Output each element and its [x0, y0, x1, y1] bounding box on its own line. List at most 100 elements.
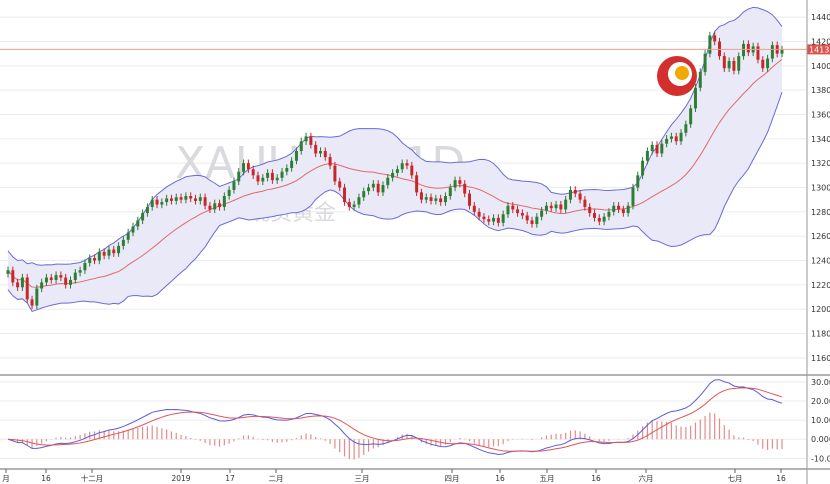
candle-body: [198, 197, 202, 201]
candle-body: [333, 165, 337, 182]
candle-body: [525, 215, 529, 221]
candle-body: [621, 209, 625, 214]
candle-body: [256, 175, 260, 182]
price-axis-tick-label: 1340.00: [811, 135, 830, 144]
candle-body: [251, 169, 255, 176]
candle-body: [40, 282, 44, 289]
candle-body: [184, 196, 188, 200]
candle-body: [242, 163, 246, 172]
candle-body: [636, 175, 640, 188]
macd-panel: [0, 379, 807, 460]
time-axis-label: 三月: [355, 474, 370, 483]
candle-body: [698, 71, 702, 88]
candle-body: [131, 226, 135, 233]
candle-body: [679, 132, 683, 142]
candle-body: [318, 151, 322, 154]
time-axis-label: 六月: [639, 473, 654, 483]
candle-body: [453, 180, 457, 188]
candle-body: [669, 136, 673, 139]
price-axis: 1440.00 1420.00 1400.00 1380.00 1360.00 1340.…: [811, 13, 830, 363]
time-axis: 月 16 十二月 2019 17 二月 三月 四月 16 五月 16 六月 七月 16: [2, 469, 786, 483]
candle-body: [573, 189, 577, 194]
candle-body: [16, 282, 20, 288]
macd-line: [7, 379, 783, 455]
candle-body: [309, 136, 313, 145]
candle-body: [174, 197, 178, 201]
candle-body: [665, 138, 669, 144]
candle-body: [511, 205, 515, 210]
candle-body: [718, 41, 721, 57]
candle-body: [280, 171, 284, 178]
candle-body: [270, 172, 274, 181]
candle-body: [746, 43, 750, 53]
macd-axis-tick-label: 20.000: [811, 397, 830, 406]
candle-body: [645, 151, 649, 161]
time-axis-label: 16: [495, 474, 505, 483]
candle-body: [544, 205, 548, 211]
macd-axis-tick-label: 30.000: [811, 378, 830, 387]
candle-body: [102, 251, 106, 256]
price-axis-tick-label: 1220.00: [811, 281, 830, 290]
brand-logo: [657, 56, 697, 96]
candle-body: [314, 144, 318, 154]
candle-body: [145, 206, 149, 214]
candle-body: [30, 299, 34, 306]
candle-body: [693, 87, 697, 109]
candle-body: [160, 202, 164, 205]
candle-body: [218, 203, 222, 207]
price-axis-tick-label: 1400.00: [811, 62, 830, 71]
candle-body: [357, 197, 361, 205]
candle-body: [410, 165, 414, 176]
candle-body: [20, 277, 24, 288]
candle-body: [448, 187, 452, 197]
price-axis-tick-label: 1260.00: [811, 232, 830, 241]
candle-body: [463, 183, 467, 194]
candle-body: [213, 203, 217, 210]
current-price-tag: [807, 44, 830, 55]
candle-body: [112, 249, 116, 254]
time-axis-label: 二月: [269, 474, 284, 483]
candle-body: [64, 277, 68, 285]
candle-body: [121, 239, 125, 246]
candle-body: [727, 60, 731, 69]
candle-body: [568, 189, 572, 200]
candle-body: [107, 249, 111, 256]
candle-body: [732, 60, 736, 71]
candle-body: [492, 217, 496, 222]
middle-band-line: [7, 59, 783, 288]
candle-body: [588, 206, 592, 214]
candle-body: [756, 46, 760, 60]
candle-body: [222, 196, 226, 207]
candle-body: [641, 160, 645, 176]
price-axis-tick-label: 1360.00: [811, 111, 830, 120]
candle-body: [179, 197, 183, 200]
candle-body: [376, 183, 380, 193]
candle-body: [299, 141, 303, 151]
time-axis-label: 2019: [171, 474, 190, 483]
candle-body: [468, 193, 472, 206]
candle-body: [328, 157, 332, 166]
candle-body: [429, 197, 433, 201]
candle-body: [612, 205, 616, 212]
candle-body: [246, 163, 250, 170]
candle-body: [770, 45, 774, 59]
candle-body: [722, 56, 726, 69]
candle-body: [737, 56, 741, 71]
candle-body: [506, 205, 510, 215]
time-axis-label: 16: [776, 474, 786, 483]
candle-body: [395, 169, 399, 173]
candle-body: [458, 180, 462, 184]
time-axis-label: 17: [225, 474, 235, 483]
lower-band-line: [7, 92, 783, 313]
candle-body: [496, 217, 500, 223]
price-axis-tick-label: 1420.00: [811, 38, 830, 47]
time-axis-label: 七月: [728, 474, 743, 483]
candle-body: [155, 199, 159, 205]
candle-body: [227, 189, 231, 197]
candle-body: [35, 288, 39, 306]
candle-body: [617, 205, 621, 210]
candle-body: [88, 258, 92, 263]
candle-body: [73, 272, 77, 280]
candle-body: [684, 124, 688, 133]
price-axis-tick-label: 1440.00: [811, 13, 830, 22]
